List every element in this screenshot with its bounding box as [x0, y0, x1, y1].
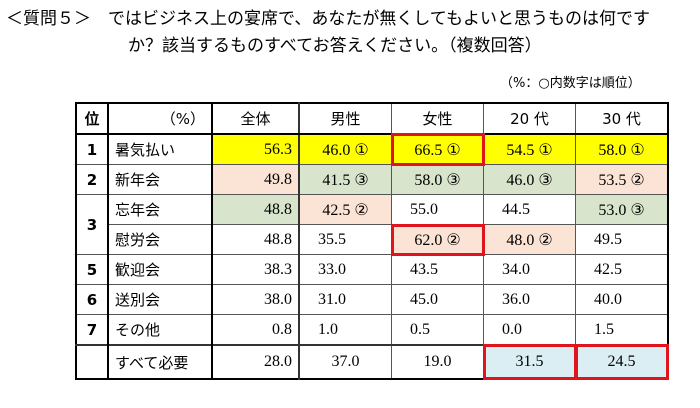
value-cell: 0.0: [483, 314, 576, 346]
rank-cell: 1: [75, 133, 109, 165]
table-row: 6 送別会 38.0 31.0 45.0 36.0 40.0: [75, 284, 669, 315]
results-table: 位 （%） 全体 男性 女性 20 代 30 代 1 暑気払い 56.3 46.0 ①…: [75, 102, 669, 380]
value-cell: 38.0: [211, 284, 300, 315]
header-col: 全体: [211, 102, 300, 135]
value-cell: 42.5: [575, 254, 669, 285]
rank-cell: 3: [75, 194, 109, 255]
value-cell: 33.0: [298, 254, 392, 285]
value-cell: 34.0: [483, 254, 576, 285]
value-cell: 55.0: [391, 194, 484, 225]
table-row: 7 その他 0.8 1.0 0.5 0.0 1.5: [75, 314, 669, 346]
value-cell: 48.0 ②: [483, 224, 576, 255]
table-row: 2 新年会 49.8 41.5 ③ 58.0 ③ 46.0 ③ 53.5 ②: [75, 164, 669, 195]
value-cell: 0.8: [211, 314, 300, 346]
table-row: 慰労会 48.8 35.5 62.0 ② 48.0 ② 49.5: [76, 223, 669, 256]
rank-cell: 2: [75, 164, 109, 195]
value-cell: 42.5 ②: [298, 194, 392, 225]
header-col: 30 代: [575, 102, 669, 135]
value-cell: 1.5: [575, 314, 669, 346]
value-cell: 53.0 ③: [575, 194, 669, 225]
value-cell: 56.3: [211, 133, 300, 165]
value-cell: 46.0 ③: [483, 164, 576, 195]
value-cell: 66.5 ①: [390, 133, 485, 166]
table-header: 位 （%） 全体 男性 女性 20 代 30 代: [75, 102, 669, 135]
rank-cell: 7: [75, 314, 109, 346]
value-cell: 43.5: [391, 254, 484, 285]
item-label: その他: [107, 314, 213, 346]
rank-cell: [75, 344, 109, 380]
value-cell: 58.0 ①: [575, 133, 669, 165]
value-cell: 24.5: [574, 344, 669, 380]
value-cell: 0.5: [391, 314, 484, 346]
item-label: 慰労会: [107, 224, 213, 255]
item-label: 歓迎会: [107, 254, 213, 285]
table-row: 3 忘年会 48.8 42.5 ② 55.0 44.5 53.0 ③: [75, 194, 669, 255]
value-cell: 45.0: [391, 284, 484, 315]
value-cell: 38.3: [211, 254, 300, 285]
item-label: 暑気払い: [107, 133, 213, 165]
value-cell: 41.5 ③: [298, 164, 392, 195]
rank-cell: 5: [75, 254, 109, 285]
value-cell: 36.0: [483, 284, 576, 315]
table-note: （%：○内数字は順位）: [500, 76, 641, 91]
header-col: 男性: [298, 102, 392, 135]
item-label: 忘年会: [107, 194, 213, 225]
header-unit: （%）: [107, 102, 213, 135]
value-cell: 44.5: [483, 194, 576, 225]
value-cell: 35.5: [298, 224, 392, 255]
rank-cell: 6: [75, 284, 109, 315]
header-rank: 位: [75, 102, 109, 135]
value-cell: 49.8: [211, 164, 300, 195]
question-title-line1: ＜質問５＞ ではビジネス上の宴席で、あなたが無くしてもよいと思うものは何です: [6, 9, 650, 29]
value-cell: 49.5: [575, 224, 669, 255]
value-cell: 19.0: [391, 344, 484, 380]
item-label: 送別会: [107, 284, 213, 315]
value-cell: 28.0: [211, 344, 300, 380]
value-cell: 58.0 ③: [391, 164, 484, 195]
value-cell: 48.8: [211, 194, 300, 225]
header-col: 20 代: [483, 102, 576, 135]
item-label: 新年会: [107, 164, 213, 195]
value-cell: 54.5 ①: [483, 133, 576, 165]
value-cell: 53.5 ②: [575, 164, 669, 195]
value-cell: 31.0: [298, 284, 392, 315]
table-row: 1 暑気払い 56.3 46.0 ① 66.5 ① 54.5 ① 58.0 ①: [75, 133, 669, 166]
question-title-line2: か？該当するものすべてお答えください。（複数回答）: [128, 36, 542, 56]
value-cell: 1.0: [298, 314, 392, 346]
item-label: すべて必要: [107, 344, 213, 380]
header-col: 女性: [391, 102, 484, 135]
value-cell: 40.0: [575, 284, 669, 315]
value-cell: 46.0 ①: [298, 133, 392, 165]
value-cell: 48.8: [211, 224, 300, 255]
value-cell: 37.0: [298, 344, 392, 380]
table-row: すべて必要 28.0 37.0 19.0 31.5 24.5: [75, 344, 669, 380]
table-row: 5 歓迎会 38.3 33.0 43.5 34.0 42.5: [75, 254, 669, 285]
value-cell: 31.5: [482, 344, 577, 380]
value-cell: 62.0 ②: [390, 223, 485, 256]
